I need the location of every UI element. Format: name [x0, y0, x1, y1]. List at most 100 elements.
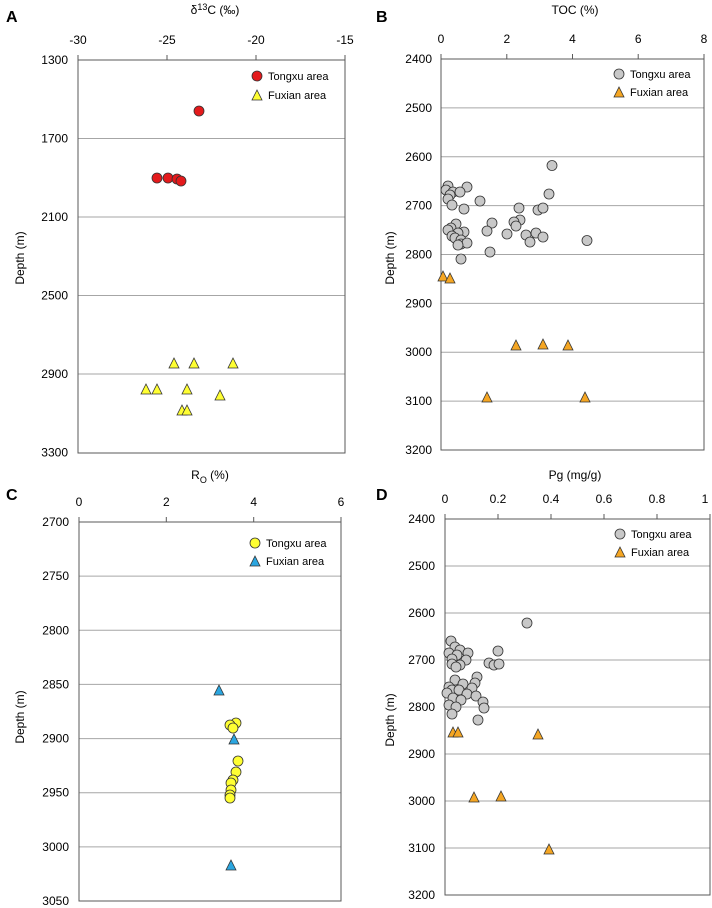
panel-b-point [474, 195, 486, 207]
panel-b-point [579, 391, 591, 403]
panel-c-point [213, 684, 225, 696]
panel-b-point [513, 202, 525, 214]
panel-a-x-tick-labels: -30 -25 -20 -15 [69, 33, 354, 47]
panel-b-ytick-label: 2900 [405, 296, 432, 310]
panel-a-point [188, 357, 200, 369]
panel-b-title: TOC (%) [551, 3, 598, 17]
panel-c-point [228, 733, 240, 745]
panel-c-point [225, 859, 237, 871]
panel-a-ylabel: Depth (m) [13, 231, 27, 284]
panel-c-x-ticks [78, 517, 342, 522]
panel-d-point [450, 661, 462, 673]
panel-c-x-tick-labels: 0 2 4 6 [76, 495, 345, 509]
panel-b: B TOC (%) Depth (m) 0 2 4 6 8 2400 2500 2600 27… [376, 3, 708, 457]
panel-c-ytick-label: 2850 [42, 677, 69, 691]
panel-a-xtick-label: -30 [69, 33, 87, 47]
panel-a-xtick-label: -25 [158, 33, 176, 47]
panel-b-point [481, 391, 493, 403]
panel-c-ytick-label: 2800 [42, 623, 69, 637]
panel-b-point [537, 231, 549, 243]
panel-d-ytick-label: 2500 [408, 559, 435, 573]
panel-b-legend-label: Fuxian area [630, 87, 689, 99]
panel-d-ytick-label: 3100 [408, 841, 435, 855]
panel-c-xtick-label: 2 [163, 495, 170, 509]
panel-d-legend: Tongxu area Fuxian area [604, 523, 702, 565]
panel-c-legend-label: Fuxian area [266, 556, 325, 568]
panel-c-frame [78, 521, 342, 902]
panel-b-point [537, 202, 549, 214]
panel-a-point [193, 105, 205, 117]
panel-b-ytick-label: 2800 [405, 248, 432, 262]
panel-d-ytick-label: 3200 [408, 888, 435, 902]
panel-b-point [455, 253, 467, 265]
panel-c-point [227, 722, 239, 734]
panel-c-ytick-label: 2950 [42, 786, 69, 800]
panel-b-label: B [376, 9, 388, 26]
panel-d-point [468, 791, 480, 803]
panel-a-point [181, 404, 193, 416]
panel-b-ytick-label: 2400 [405, 52, 432, 66]
panel-a-x-ticks [77, 55, 346, 60]
panel-c-legend: Tongxu area Fuxian area [240, 531, 338, 573]
panel-b-ytick-label: 2600 [405, 150, 432, 164]
panel-d-markers [441, 617, 555, 855]
panel-d-ytick-label: 3000 [408, 794, 435, 808]
panel-d-xtick-label: 0 [442, 492, 449, 506]
panel-a-point [151, 172, 163, 184]
panel-d-ytick-label: 2900 [408, 747, 435, 761]
panel-b-xtick-label: 0 [438, 32, 445, 46]
panel-a-grid [78, 138, 345, 375]
panel-a-legend-marker [251, 70, 263, 82]
panel-d-xtick-label: 0.4 [543, 492, 560, 506]
panel-b-point [537, 338, 549, 350]
panel-b-point [581, 235, 593, 246]
panel-c-markers [213, 684, 244, 871]
panel-d-point [452, 726, 464, 738]
panel-c-ytick-label: 2750 [42, 569, 69, 583]
panel-a-legend-label: Fuxian area [268, 90, 327, 102]
panel-d-x-ticks [444, 514, 711, 519]
panel-d-point [521, 617, 533, 629]
panel-d-xtick-label: 0.6 [596, 492, 613, 506]
panel-b-ylabel: Depth (m) [383, 231, 397, 284]
panel-d-xtick-label: 0.2 [490, 492, 507, 506]
panel-d-point [493, 658, 505, 670]
panel-d-legend-label: Tongxu area [631, 529, 692, 541]
panel-b-point [510, 339, 522, 351]
panel-a: A δ13C (‰) Depth (m) -30 -25 -20 -15 1300 17… [6, 2, 354, 460]
panel-a-xtick-label: -15 [336, 33, 354, 47]
panel-b-point [444, 272, 456, 284]
panel-c-legend-marker [249, 537, 261, 549]
panel-b-point [481, 225, 493, 237]
panel-d-point [492, 645, 504, 657]
panel-d-point [478, 702, 490, 714]
panel-d-ytick-label: 2600 [408, 606, 435, 620]
panel-d-xtick-label: 0.8 [649, 492, 666, 506]
panel-c-xtick-label: 4 [250, 495, 257, 509]
panel-d-legend-marker [614, 546, 626, 558]
panel-d-title: Pg (mg/g) [549, 468, 602, 482]
panel-d-legend-marker [614, 528, 626, 540]
panel-a-ytick-label: 3300 [41, 446, 68, 460]
panel-a-point [168, 357, 180, 369]
panel-c-grid [79, 575, 341, 848]
panel-b-point [501, 228, 513, 240]
panel-b-ytick-label: 2500 [405, 101, 432, 115]
panel-a-label: A [6, 9, 18, 26]
panel-d-label: D [376, 487, 388, 504]
panel-b-x-tick-labels: 0 2 4 6 8 [438, 32, 708, 46]
panel-a-ytick-label: 1700 [41, 132, 68, 146]
panel-c-legend-label: Tongxu area [266, 538, 327, 550]
panel-b-legend: Tongxu area Fuxian area [603, 63, 701, 105]
panel-b-markers [437, 160, 593, 403]
panel-b-ytick-label: 3100 [405, 394, 432, 408]
panel-b-x-ticks [440, 54, 705, 59]
panel-b-xtick-label: 2 [503, 32, 510, 46]
panel-d-ytick-label: 2800 [408, 700, 435, 714]
panel-b-point [546, 160, 558, 171]
panel-c-y-tick-labels: 2700 2750 2800 2850 2900 2950 3000 3050 [42, 515, 69, 908]
panel-b-point [437, 270, 449, 282]
panel-b-xtick-label: 4 [569, 32, 576, 46]
panel-c-ytick-label: 3000 [42, 840, 69, 854]
